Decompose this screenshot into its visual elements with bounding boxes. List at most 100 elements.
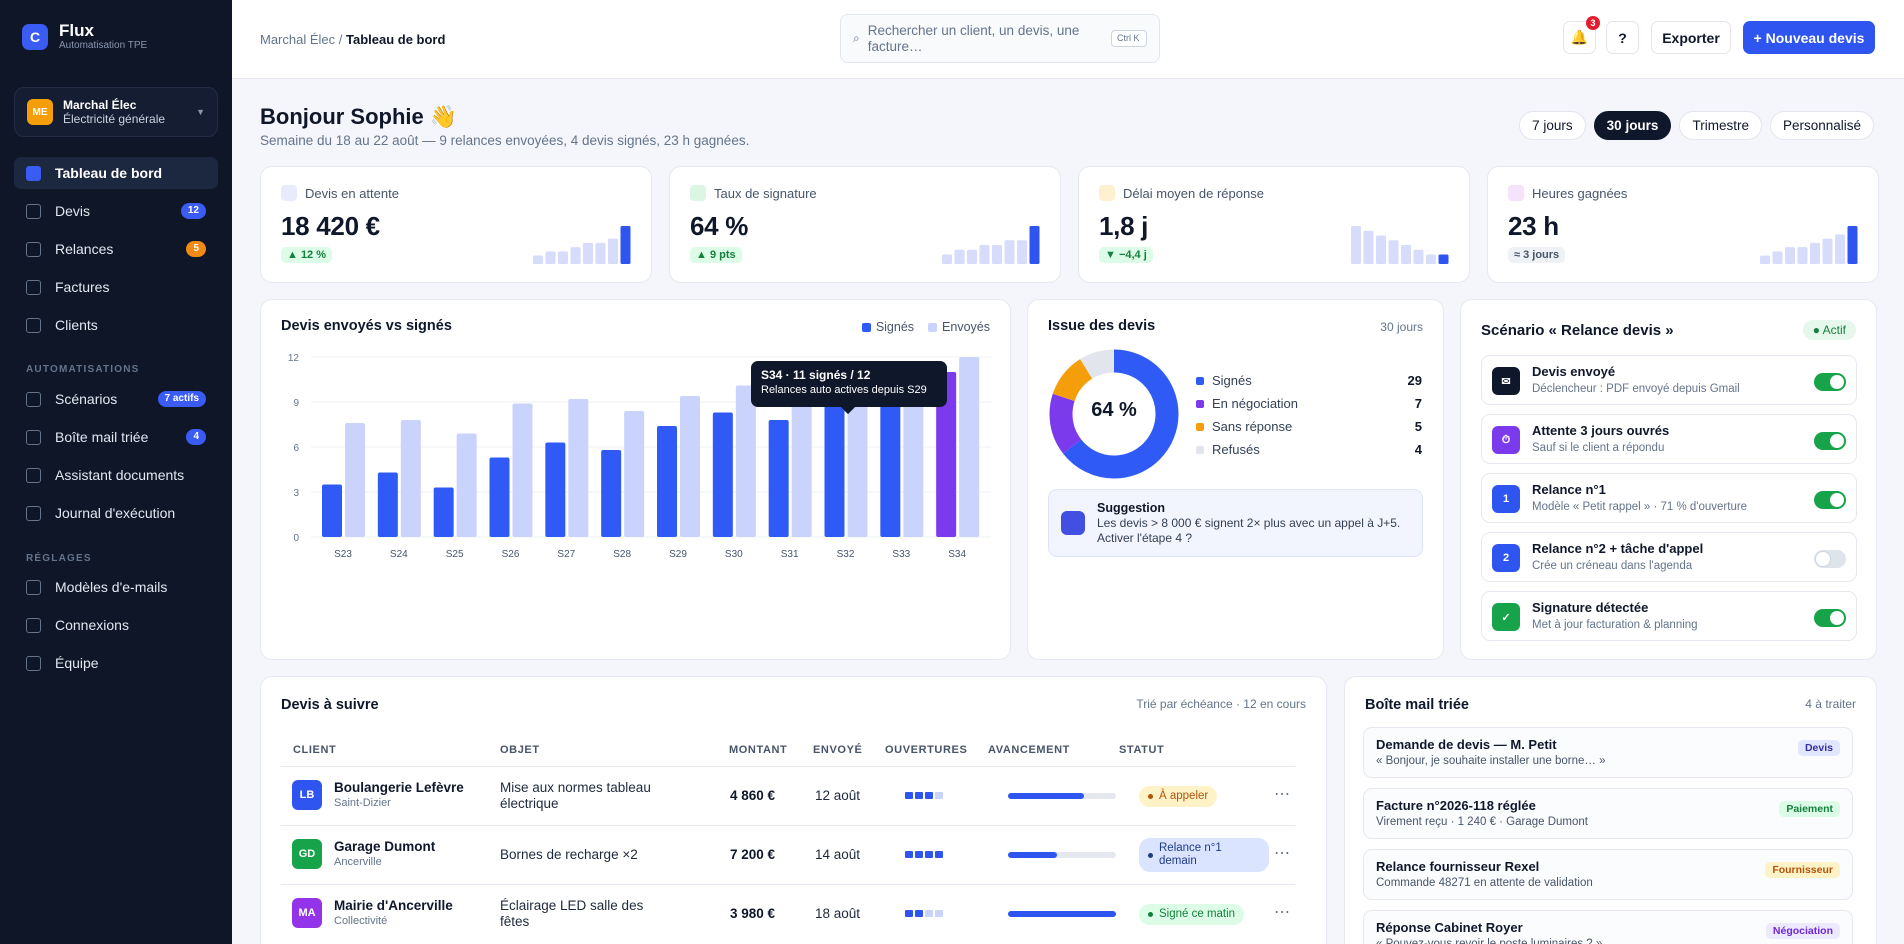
bell-icon: 🔔 xyxy=(1570,29,1589,45)
kpi-card[interactable]: Taux de signature 64 % ▲ 9 pts xyxy=(669,166,1061,283)
bar-sent[interactable] xyxy=(959,357,980,537)
x-tick-label: S34 xyxy=(948,549,966,560)
bar-sent[interactable] xyxy=(847,376,868,538)
scenario-step[interactable]: 1 Relance n°1 Modèle « Petit rappel » · 71… xyxy=(1481,473,1857,523)
y-tick-label: 9 xyxy=(293,398,299,409)
inbox-item[interactable]: Relance fournisseur Rexel Commande 48271 … xyxy=(1363,849,1853,900)
range-option-0[interactable]: 7 jours xyxy=(1519,111,1586,140)
bar-sent[interactable] xyxy=(345,423,365,537)
bar-signed[interactable] xyxy=(768,420,789,537)
inbox-item[interactable]: Facture n°2026-118 réglée Virement reçu ·… xyxy=(1363,788,1853,839)
range-option-2[interactable]: Trimestre xyxy=(1679,111,1762,140)
bar-sent[interactable] xyxy=(400,420,421,537)
company-avatar: ME xyxy=(27,99,53,125)
search-input[interactable]: ⌕ Rechercher un client, un devis, une fa… xyxy=(840,14,1160,63)
sidebar-item-main-3[interactable]: Factures xyxy=(14,271,218,303)
bar-signed[interactable] xyxy=(712,412,733,538)
kpi-delta: ▼ −4,4 j xyxy=(1099,247,1153,263)
kpi-icon xyxy=(281,185,297,201)
inbox-item[interactable]: Demande de devis — M. Petit « Bonjour, je… xyxy=(1363,727,1853,778)
sidebar-item-main-0[interactable]: Tableau de bord xyxy=(14,157,218,189)
brand[interactable]: C Flux Automatisation TPE xyxy=(22,22,147,52)
range-option-3[interactable]: Personnalisé xyxy=(1769,111,1874,140)
inbox-item[interactable]: Réponse Cabinet Royer « Pouvez-vous revoi… xyxy=(1363,910,1853,944)
column-header[interactable]: CLIENT xyxy=(293,744,337,756)
bar-signed[interactable] xyxy=(433,487,454,538)
more-options-icon[interactable]: ⋯ xyxy=(1274,786,1290,803)
sidebar-item-automations-1[interactable]: Boîte mail triée 4 xyxy=(14,421,218,453)
scenario-step[interactable]: ✓ Signature détectée Met à jour facturatio… xyxy=(1481,591,1857,641)
bar-signed[interactable] xyxy=(936,372,957,537)
export-button[interactable]: Exporter xyxy=(1651,21,1731,54)
sidebar-item-settings-1[interactable]: Connexions xyxy=(14,609,218,641)
column-header[interactable]: OUVERTURES xyxy=(885,744,968,756)
scenario-title: Scénario « Relance devis » xyxy=(1481,322,1674,339)
kpi-label: Devis en attente xyxy=(305,185,399,201)
bar-sent[interactable] xyxy=(512,403,533,538)
sidebar-item-settings-0[interactable]: Modèles d'e-mails xyxy=(14,571,218,603)
bar-signed[interactable] xyxy=(545,442,566,538)
range-option-1[interactable]: 30 jours xyxy=(1593,111,1672,140)
bar-sent[interactable] xyxy=(680,396,700,537)
step-toggle[interactable] xyxy=(1814,432,1846,450)
sidebar-item-main-4[interactable]: Clients xyxy=(14,309,218,341)
bar-signed[interactable] xyxy=(322,484,342,538)
scenario-step[interactable]: 2 Relance n°2 + tâche d'appel Crée un crén… xyxy=(1481,532,1857,582)
breadcrumb-parent[interactable]: Marchal Élec xyxy=(260,32,336,47)
sidebar-item-main-1[interactable]: Devis 12 xyxy=(14,195,218,227)
open-dot xyxy=(915,792,923,799)
bar-signed[interactable] xyxy=(880,394,901,538)
column-header[interactable]: OBJET xyxy=(500,744,540,756)
donut-slice[interactable] xyxy=(1049,349,1179,479)
kpi-card[interactable]: Devis en attente 18 420 € ▲ 12 % xyxy=(260,166,652,283)
company-switcher[interactable]: ME Marchal Élec Électricité générale ▼ xyxy=(14,87,218,137)
help-button[interactable]: ? xyxy=(1606,21,1639,54)
column-header[interactable]: ENVOYÉ xyxy=(813,744,863,756)
sidebar-item-settings-2[interactable]: Équipe xyxy=(14,647,218,679)
bar-sent[interactable] xyxy=(903,369,924,537)
bar-sent[interactable] xyxy=(456,433,477,538)
table-row[interactable]: MA Mairie d'Ancerville Collectivité Éclaira… xyxy=(281,884,1295,942)
new-quote-button[interactable]: + Nouveau devis xyxy=(1743,21,1875,54)
bar-sent[interactable] xyxy=(735,385,756,538)
bar-signed[interactable] xyxy=(824,397,845,538)
scenario-step[interactable]: ⏱ Attente 3 jours ouvrés Sauf si le client… xyxy=(1481,414,1857,464)
notifications-button[interactable]: 🔔 3 xyxy=(1563,16,1600,54)
client-avatar: LB xyxy=(292,780,322,810)
bar-sent[interactable] xyxy=(568,399,589,537)
sidebar-item-main-2[interactable]: Relances 5 xyxy=(14,233,218,265)
scenario-step[interactable]: ✉ Devis envoyé Déclencheur : PDF envoyé de… xyxy=(1481,355,1857,405)
sidebar-item-automations-0[interactable]: Scénarios 7 actifs xyxy=(14,383,218,415)
bar-signed[interactable] xyxy=(377,472,398,538)
kpi-card[interactable]: Délai moyen de réponse 1,8 j ▼ −4,4 j xyxy=(1078,166,1470,283)
sidebar-item-label: Relances xyxy=(55,241,114,257)
column-header[interactable]: MONTANT xyxy=(729,744,788,756)
open-dot xyxy=(935,792,943,799)
sidebar-item-automations-3[interactable]: Journal d'exécution xyxy=(14,497,218,529)
open-dot xyxy=(935,910,943,917)
sparkline-bar xyxy=(583,242,593,264)
sidebar-item-label: Clients xyxy=(55,317,98,333)
column-header[interactable]: AVANCEMENT xyxy=(988,744,1070,756)
step-toggle[interactable] xyxy=(1814,609,1846,627)
table-row[interactable]: LB Boulangerie Lefèvre Saint-Dizier Mise au… xyxy=(281,766,1295,824)
suggestion-box[interactable]: Suggestion Les devis > 8 000 € signent 2… xyxy=(1048,489,1423,557)
step-toggle[interactable] xyxy=(1814,491,1846,509)
step-toggle[interactable] xyxy=(1814,550,1846,568)
bar-sent[interactable] xyxy=(791,390,812,537)
step-description: Modèle « Petit rappel » · 71 % d'ouvertu… xyxy=(1532,501,1748,513)
bar-signed[interactable] xyxy=(489,457,510,538)
bar-signed[interactable] xyxy=(601,450,622,537)
bar-sent[interactable] xyxy=(624,411,645,537)
donut-slice[interactable] xyxy=(1049,349,1179,479)
more-options-icon[interactable]: ⋯ xyxy=(1274,904,1290,921)
kpi-card[interactable]: Heures gagnées 23 h ≈ 3 jours xyxy=(1487,166,1879,283)
step-toggle[interactable] xyxy=(1814,373,1846,391)
table-row[interactable]: GD Garage Dumont Ancerville Bornes de recha… xyxy=(281,825,1295,883)
sidebar-item-automations-2[interactable]: Assistant documents xyxy=(14,459,218,491)
greeting: Bonjour Sophie 👋 Semaine du 18 au 22 aoû… xyxy=(260,103,749,148)
column-header[interactable]: STATUT xyxy=(1119,744,1165,756)
bar-signed[interactable] xyxy=(657,426,677,537)
mail-preview: « Pouvez-vous revoir le poste luminaires… xyxy=(1376,938,1603,944)
more-options-icon[interactable]: ⋯ xyxy=(1274,845,1290,862)
